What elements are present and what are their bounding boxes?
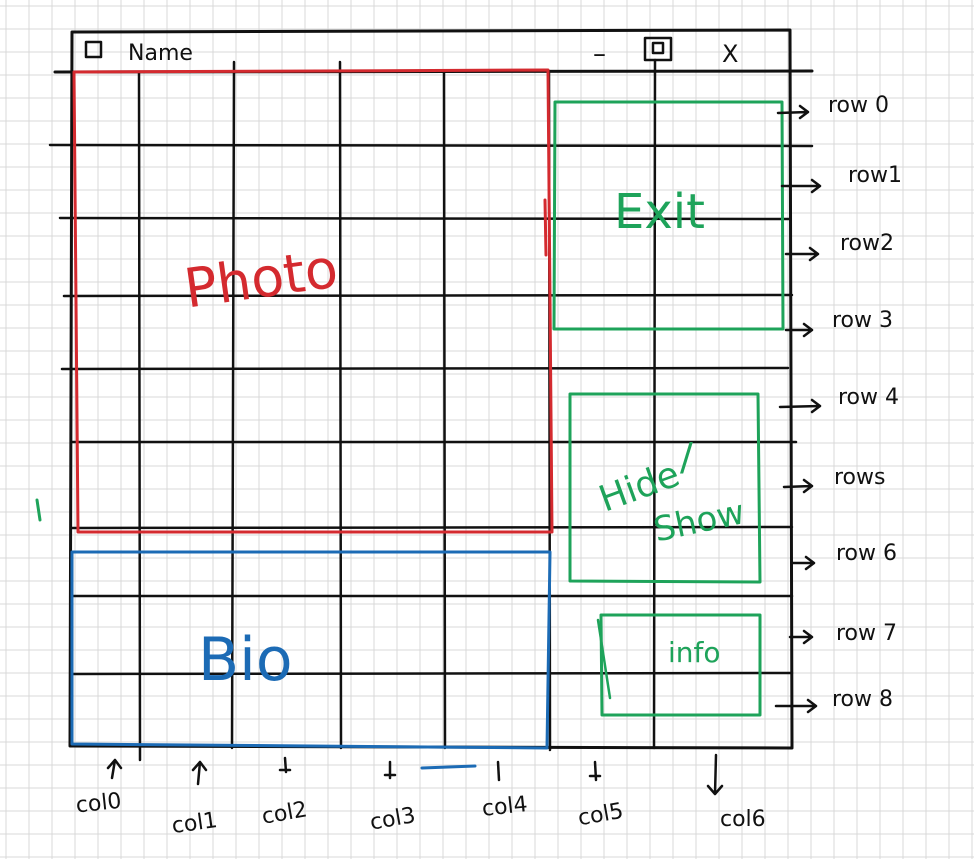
col-label: col3 [368, 803, 417, 836]
hide-show-separator: / [680, 435, 693, 479]
layout-grid [48, 58, 814, 762]
col-label: col0 [75, 789, 123, 819]
row-arrow: row1 [780, 163, 902, 194]
col-label: col6 [720, 807, 766, 832]
info-label: info [668, 636, 721, 669]
row-arrow: row 8 [774, 687, 893, 714]
close-icon[interactable]: X [722, 40, 738, 68]
row-arrow: row 7 [788, 621, 897, 646]
col-arrow: col6 [706, 753, 766, 832]
col-arrow: col3 [368, 760, 417, 836]
row-label: row 3 [832, 308, 893, 333]
col-arrow: col1 [170, 760, 219, 839]
row-arrow: row 6 [790, 541, 897, 571]
info-region: info [596, 613, 762, 717]
exit-region: Exit [552, 100, 785, 331]
row-arrow: row 0 [776, 93, 889, 120]
row-labels: row 0 row1 row2 row 3 row 4 rows row 6 r… [774, 93, 902, 714]
window-title: Name [128, 41, 193, 66]
exit-label: Exit [614, 184, 705, 240]
row-arrow: row 4 [778, 385, 899, 414]
show-label: Show [650, 492, 748, 550]
bio-label: Bio [198, 625, 293, 695]
photo-region: Photo [72, 68, 554, 534]
row-label: rows [834, 465, 885, 490]
row-arrow: row2 [784, 231, 894, 262]
row-label: row1 [848, 163, 902, 188]
bio-region: Bio [70, 550, 552, 770]
row-label: row 7 [836, 621, 897, 646]
col-arrow: col0 [75, 758, 123, 819]
col-label: col4 [481, 792, 529, 822]
hide-show-region: Hide / Show [568, 392, 762, 584]
maximize-icon[interactable] [643, 36, 673, 62]
window-icon [84, 40, 103, 59]
row-label: row 6 [836, 541, 897, 566]
col-arrow: col5 [576, 760, 625, 832]
row-label: row 0 [828, 93, 889, 118]
col-arrow: col2 [260, 756, 309, 830]
row-arrow: rows [782, 465, 885, 494]
row-arrow: row 3 [784, 308, 893, 338]
col-arrow: col4 [481, 760, 529, 822]
minimize-icon[interactable]: – [593, 39, 606, 69]
title-bar: Name – X [84, 36, 738, 69]
row-label: row 8 [832, 687, 893, 712]
col-label: col5 [576, 799, 625, 832]
row-label: row2 [840, 231, 894, 256]
photo-label: Photo [180, 237, 341, 321]
col-label: col2 [260, 797, 309, 830]
stray-mark [35, 498, 42, 522]
row-label: row 4 [838, 385, 899, 410]
